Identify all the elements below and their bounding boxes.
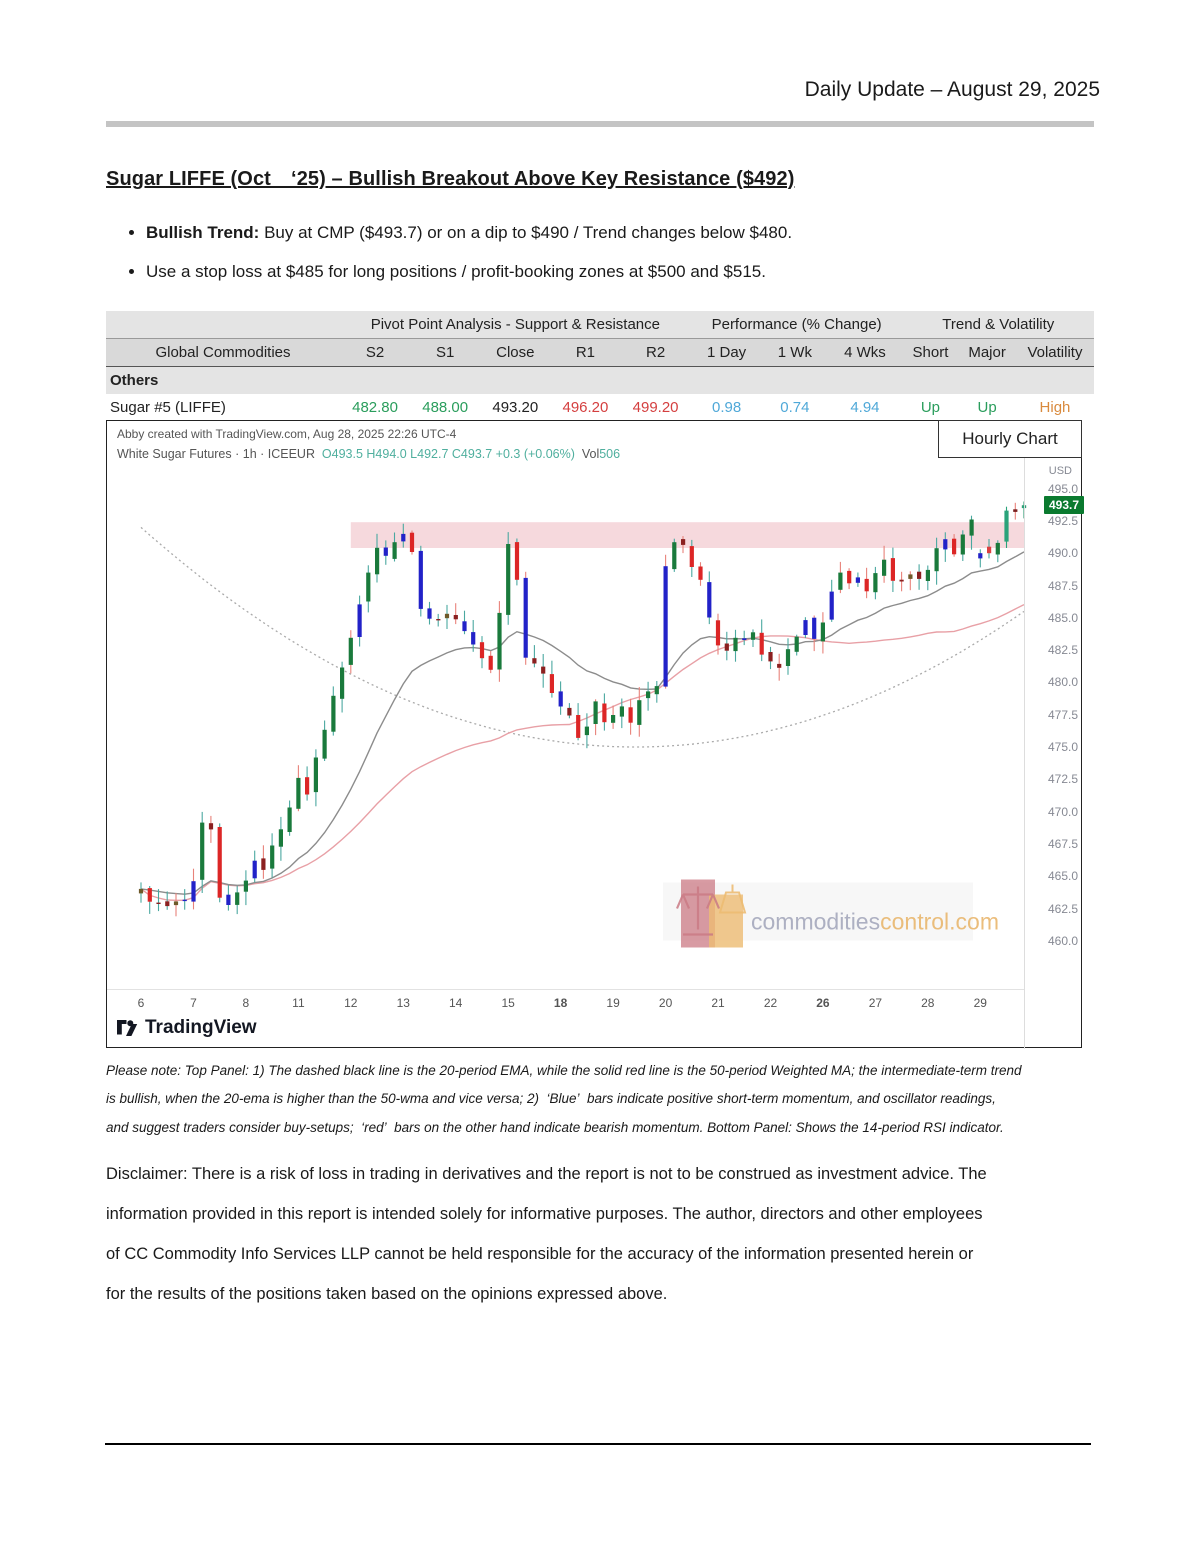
svg-text:commoditiescontrol.com: commoditiescontrol.com: [751, 909, 999, 935]
